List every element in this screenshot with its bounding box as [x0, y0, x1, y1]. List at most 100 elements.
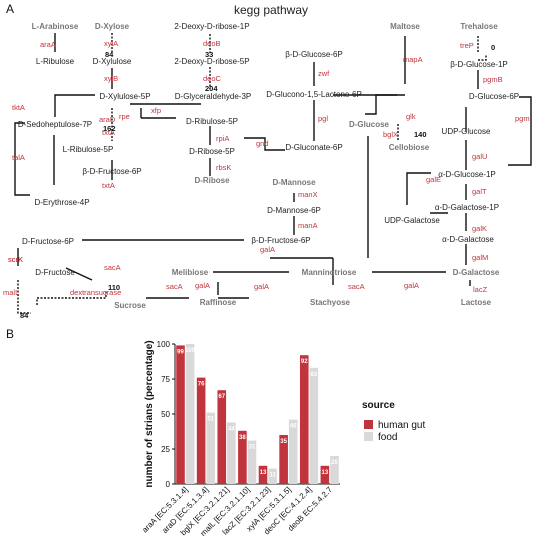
enzyme-label: lacZ [473, 285, 488, 294]
count-label: 204 [205, 84, 218, 93]
count-label: 84 [105, 50, 114, 59]
node-d-glucose: D-Glucose [349, 120, 390, 129]
enzyme-label: araD [99, 115, 116, 124]
node-l-ribulose-5p: L-Ribulose-5P [63, 145, 114, 154]
enzyme-label: manX [298, 190, 318, 199]
enzyme-label: galA [195, 281, 210, 290]
enzyme-label: manA [298, 221, 318, 230]
bar-value-label: 11 [269, 473, 276, 479]
enzyme-label: rpe [119, 112, 130, 121]
node-maltose: Maltose [390, 22, 420, 31]
count-label: 84 [20, 311, 29, 320]
pathway-title: kegg pathway [234, 3, 308, 17]
enzyme-label: treP [460, 41, 474, 50]
enzyme-label: malL [3, 288, 19, 297]
count-label: 162 [103, 124, 116, 133]
node-deoxy-ribose-1p: 2-Deoxy-D-ribose-1P [174, 22, 249, 31]
node-b-d-fructose-6p-mid: β-D-Fructose-6P [251, 236, 310, 245]
bar-human-gut [238, 430, 247, 484]
node-deoxy-ribose-5p: 2-Deoxy-D-ribose-5P [174, 57, 249, 66]
enzyme-label: xfp [151, 106, 161, 115]
legend-label: human gut [378, 420, 425, 431]
bar-value-label: 46 [290, 424, 297, 430]
node-d-gluconate-6p: D-Gluconate-6P [285, 143, 342, 152]
enzyme-label: pgl [318, 114, 328, 123]
bar-human-gut [258, 465, 268, 484]
bar-value-label: 20 [331, 460, 338, 466]
enzyme-label: galK [472, 224, 487, 233]
bar-value-label: 51 [207, 417, 214, 423]
enzyme-label: galE [426, 175, 441, 184]
bar-food [185, 344, 195, 484]
panel-b-label: B [6, 327, 14, 341]
bar-food [288, 419, 298, 484]
bar-human-gut [320, 465, 330, 484]
panel-a-label: A [6, 2, 14, 16]
enzyme-label: zwf [318, 69, 330, 78]
enzyme-label: galA [260, 245, 275, 254]
enzyme-label: araA [40, 40, 56, 49]
bar-value-label: 83 [311, 372, 318, 378]
enzyme-label: rbsK [216, 163, 231, 172]
node-d-erythrose-4p: D-Erythrose-4P [34, 198, 89, 207]
node-udp-galactose: UDP-Galactose [384, 216, 440, 225]
bar-food [309, 367, 319, 484]
node-l-arabinose: L-Arabinose [32, 22, 79, 31]
legend-swatch [364, 420, 373, 429]
node-d-xylulose: D-Xylulose [93, 57, 132, 66]
enzyme-label: pgmB [483, 75, 503, 84]
node-d-mannose: D-Mannose [272, 178, 316, 187]
enzyme-label: txtA [102, 181, 115, 190]
enzyme-label: glk [406, 112, 416, 121]
bar-human-gut [176, 345, 185, 484]
node-udp-glucose: UDP-Glucose [442, 127, 491, 136]
bar-food [268, 468, 277, 484]
node-a-d-galactose-1p: α-D-Galactose-1P [435, 203, 499, 212]
enzyme-label: bglX [383, 130, 398, 139]
node-d-glucose-6p: D-Glucose-6P [469, 92, 519, 101]
node-d-xylose: D-Xylose [95, 22, 130, 31]
bar-value-label: 44 [228, 426, 235, 432]
node-d-galactose: D-Galactose [453, 268, 500, 277]
node-raffinose: Raffinose [200, 298, 237, 307]
node-sucrose: Sucrose [114, 301, 146, 310]
node-d-fructose-6p: D-Fructose-6P [22, 237, 74, 246]
enzyme-label: scrK [8, 255, 23, 264]
node-d-sedoheptulose-7p: D-Sedoheptulose-7P [18, 120, 92, 129]
enzyme-label: sacA [348, 282, 365, 291]
enzyme-label: galA [404, 281, 419, 290]
enzyme-label: gnd [256, 139, 269, 148]
bar-value-label: 67 [218, 394, 225, 400]
node-d-fructose: D-Fructose [35, 268, 75, 277]
node-b-d-glucose-6p: β-D-Glucose-6P [285, 50, 343, 59]
pathway-arrows [14, 33, 532, 314]
y-tick-label: 75 [161, 375, 170, 384]
node-d-glucono-lactone: D-Glucono-1,5-Lactone-6P [266, 90, 362, 99]
enzyme-label: dextransucrase [70, 288, 121, 297]
node-a-d-glucose-1p: α-D-Glucose-1P [438, 170, 496, 179]
enzyme-label: txtA [102, 128, 115, 137]
enzyme-label: xylB [104, 74, 118, 83]
y-axis-label: number of strians (percentage) [144, 340, 155, 487]
node-glyceraldehyde-3p: D-Glyceraldehyde-3P [175, 92, 251, 101]
bar-food [330, 456, 339, 484]
node-l-ribulose: L-Ribulose [36, 57, 75, 66]
bar-value-label: 92 [301, 359, 308, 365]
node-d-ribose-5p: D-Ribose-5P [189, 147, 235, 156]
node-cellobiose: Cellobiose [389, 143, 430, 152]
node-lactose: Lactose [461, 298, 492, 307]
node-stachyose: Stachyose [310, 298, 351, 307]
bar-value-label: 13 [260, 470, 267, 476]
enzyme-label: galM [472, 253, 488, 262]
enzyme-label: galU [472, 152, 487, 161]
bar-food [227, 422, 236, 484]
node-manninotriose: Manninotriose [302, 268, 357, 277]
bar-value-label: 76 [198, 382, 205, 388]
enzyme-label: sacA [104, 263, 121, 272]
enzyme-label: galT [472, 187, 487, 196]
bar-value-label: 31 [249, 445, 256, 451]
count-label: 110 [108, 283, 120, 292]
y-tick-label: 100 [157, 340, 171, 349]
